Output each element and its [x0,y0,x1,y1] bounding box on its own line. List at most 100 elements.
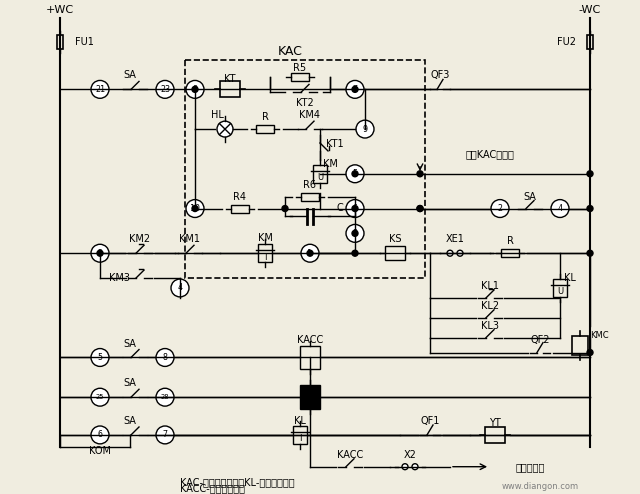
Circle shape [352,250,358,256]
Text: KAC-重合闸继电器；KL-防跳继电器；: KAC-重合闸继电器；KL-防跳继电器； [180,478,294,488]
Circle shape [192,206,198,211]
Circle shape [551,200,569,217]
Text: +WC: +WC [46,5,74,15]
Bar [291,74,309,82]
Text: X2: X2 [404,450,417,460]
Text: SA: SA [124,71,136,81]
Text: SA: SA [124,416,136,426]
Bar [185,60,425,278]
Text: 25: 25 [96,394,104,400]
Text: 7: 7 [353,85,358,94]
Text: KT1: KT1 [326,139,344,149]
Circle shape [356,120,374,138]
Circle shape [91,426,109,444]
Text: 5: 5 [353,169,358,178]
Circle shape [346,224,364,242]
Circle shape [352,206,358,211]
Text: QF1: QF1 [420,416,440,426]
Text: I: I [264,253,266,262]
Text: KACC: KACC [297,334,323,345]
Bar [485,427,505,443]
Circle shape [91,388,109,406]
Circle shape [171,279,189,297]
Circle shape [352,171,358,177]
Circle shape [587,350,593,356]
Bar [256,125,274,133]
Circle shape [587,250,593,256]
Bar [258,244,272,262]
Text: R5: R5 [293,63,307,73]
Text: 2: 2 [497,204,502,213]
Circle shape [402,464,408,470]
Bar [587,35,593,48]
Bar [501,249,519,257]
Text: KL2: KL2 [481,301,499,311]
Text: KT: KT [224,75,236,84]
Circle shape [156,81,174,98]
Circle shape [447,250,453,256]
Circle shape [352,86,358,92]
Text: KMC: KMC [590,331,609,340]
Circle shape [417,206,423,211]
Text: KT2: KT2 [296,98,314,108]
Circle shape [587,171,593,177]
Bar [300,346,320,370]
Text: 4: 4 [557,204,563,213]
Text: HL: HL [211,110,223,120]
Text: U: U [317,173,323,182]
Text: KM2: KM2 [129,234,150,245]
Circle shape [186,200,204,217]
Text: KM4: KM4 [300,110,321,120]
Circle shape [156,426,174,444]
Circle shape [417,171,423,177]
Circle shape [491,200,509,217]
Text: FU2: FU2 [557,37,576,47]
Text: YT: YT [489,418,501,428]
Bar [220,82,240,97]
Text: 8: 8 [163,353,168,362]
Bar [385,247,405,260]
Circle shape [192,86,198,92]
Bar [301,193,319,201]
Text: SA: SA [124,338,136,349]
Text: 2: 2 [97,248,102,258]
Text: KS: KS [388,234,401,245]
Circle shape [412,464,418,470]
Text: 6: 6 [353,204,358,213]
Circle shape [282,206,288,211]
Circle shape [346,200,364,217]
Text: 28: 28 [161,394,169,400]
Text: FU1: FU1 [75,37,94,47]
Circle shape [97,250,103,256]
Circle shape [91,244,109,262]
Text: 闭锁KAC回路来: 闭锁KAC回路来 [465,149,515,159]
Text: 3: 3 [353,229,358,238]
Text: KACC: KACC [337,450,363,460]
Text: KL1: KL1 [481,281,499,291]
Text: KL: KL [564,273,576,283]
Circle shape [301,244,319,262]
Circle shape [346,81,364,98]
Text: U: U [557,288,563,296]
Text: KL3: KL3 [481,321,499,330]
Circle shape [352,230,358,236]
Bar [572,335,588,356]
Text: KM1: KM1 [179,234,200,245]
Circle shape [587,206,593,211]
Text: C: C [337,203,344,212]
Text: 6: 6 [97,430,102,440]
Text: -WC: -WC [579,5,601,15]
Text: 8: 8 [193,85,198,94]
Bar [293,426,307,444]
Bar [300,385,320,409]
Circle shape [346,165,364,183]
Circle shape [91,349,109,367]
Text: KM3: KM3 [109,273,131,283]
Text: R4: R4 [234,192,246,202]
Text: 9: 9 [362,124,367,133]
Circle shape [91,81,109,98]
Bar [313,165,327,183]
Circle shape [186,81,204,98]
Text: 7: 7 [163,430,168,440]
Text: KOM: KOM [89,446,111,456]
